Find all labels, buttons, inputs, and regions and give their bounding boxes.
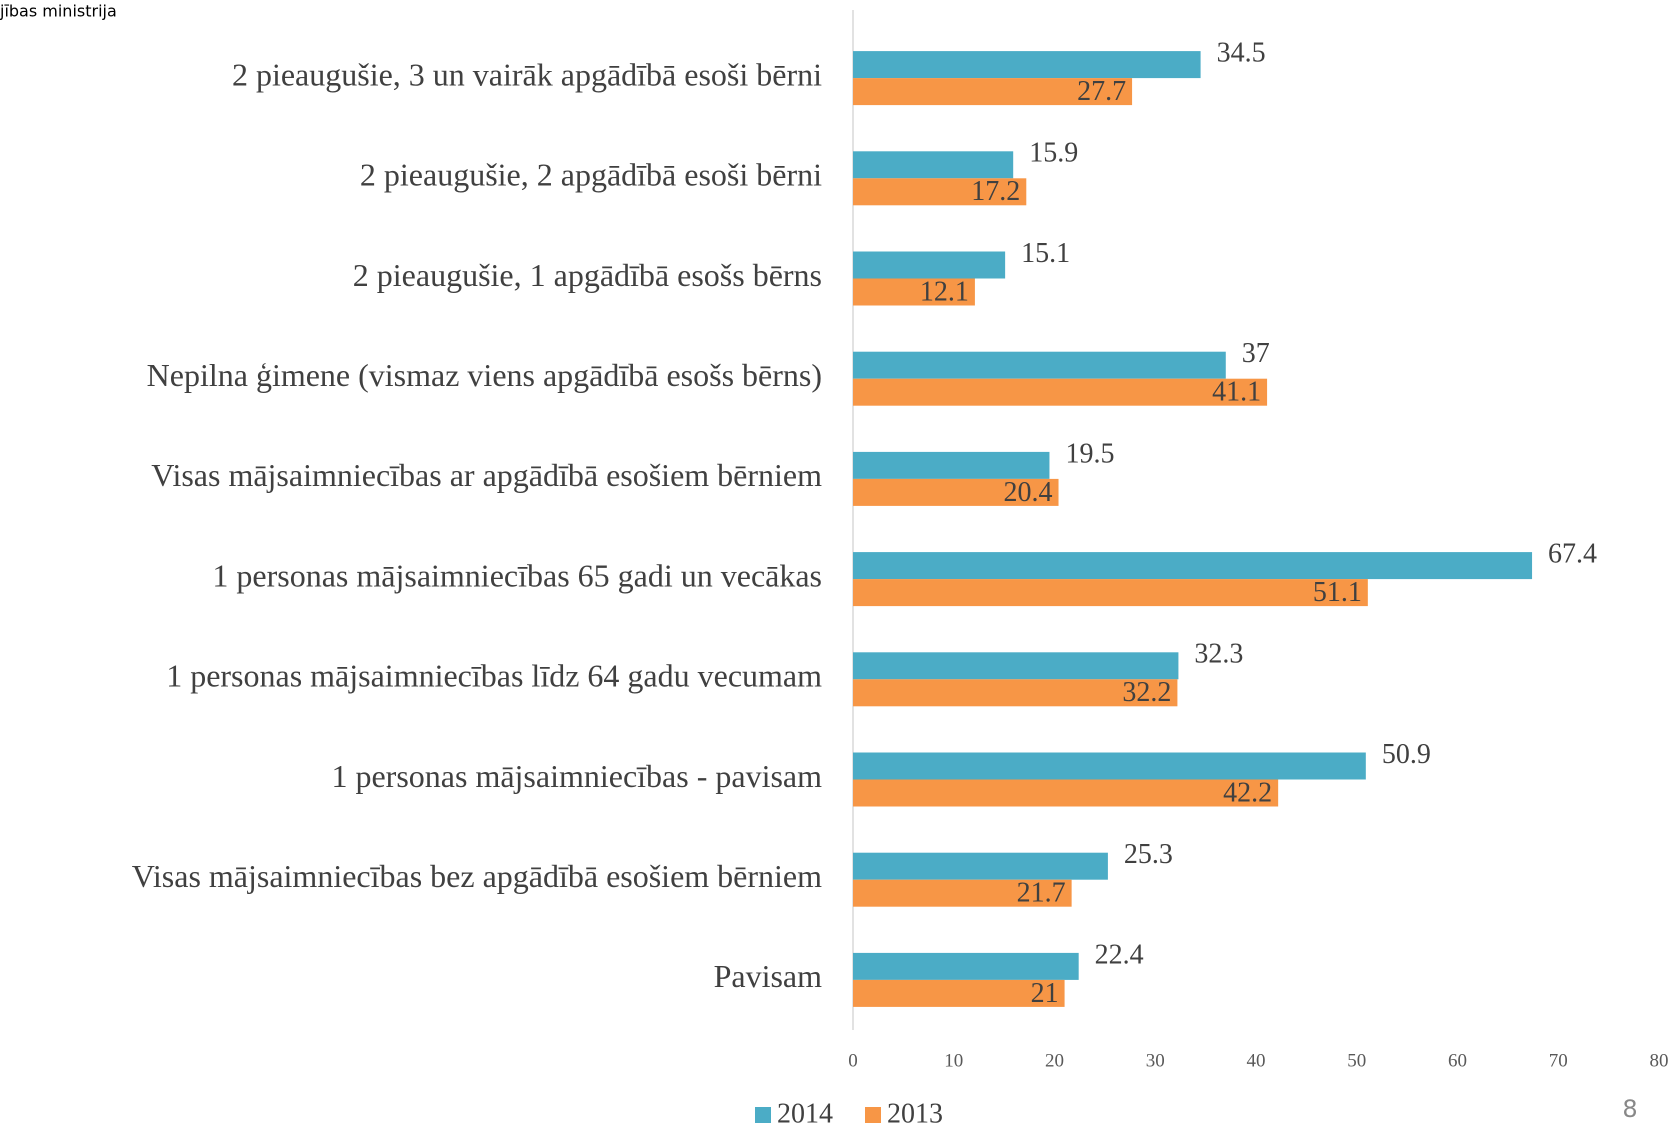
bar [853, 251, 1006, 279]
value-label: 32.3 [1194, 639, 1243, 670]
bar [853, 178, 1027, 206]
bar [853, 779, 1279, 807]
value-label: 15.1 [1021, 238, 1070, 269]
bar [853, 679, 1178, 707]
bar [853, 78, 1133, 106]
category-label: 2 pieaugušie, 3 un vairāk apgādībā esoši… [232, 56, 822, 92]
value-label: 22.4 [1095, 939, 1144, 970]
bar [853, 979, 1065, 1007]
x-tick-label: 60 [1448, 1050, 1467, 1071]
legend-label: 2014 [777, 1098, 833, 1127]
value-label: 21.7 [1017, 878, 1066, 909]
value-label: 34.5 [1217, 38, 1266, 69]
bar [853, 478, 1059, 506]
category-label: Nepilna ģimene (vismaz viens apgādībā es… [147, 357, 822, 393]
value-label: 67.4 [1548, 539, 1597, 570]
value-label: 12.1 [920, 276, 969, 307]
legend-label: 2013 [887, 1098, 943, 1127]
page-number: 8 [1622, 1095, 1637, 1123]
bar [853, 952, 1079, 980]
value-label: 20.4 [1004, 477, 1053, 508]
category-label: Visas mājsaimniecības bez apgādībā esoši… [132, 858, 822, 894]
category-label: 1 personas mājsaimniecības - pavisam [331, 758, 822, 794]
category-label: Visas mājsaimniecības ar apgādībā esošie… [151, 457, 822, 493]
x-tick-label: 80 [1650, 1050, 1669, 1071]
bar [853, 579, 1368, 607]
bar [853, 652, 1179, 680]
legend-swatch [755, 1107, 771, 1123]
value-label: 42.2 [1223, 777, 1272, 808]
value-label: 19.5 [1065, 438, 1114, 469]
value-label: 21 [1031, 978, 1059, 1009]
x-tick-label: 40 [1247, 1050, 1266, 1071]
value-label: 15.9 [1029, 138, 1078, 169]
x-tick-label: 50 [1347, 1050, 1366, 1071]
x-tick-label: 30 [1146, 1050, 1165, 1071]
value-label: 17.2 [971, 176, 1020, 207]
bar [853, 552, 1533, 580]
bar [853, 752, 1366, 780]
bar [853, 852, 1108, 880]
bar [853, 351, 1226, 379]
value-label: 27.7 [1077, 76, 1126, 107]
bar [853, 879, 1072, 907]
value-label: 25.3 [1124, 839, 1173, 870]
bar [853, 151, 1014, 179]
x-tick-label: 70 [1549, 1050, 1568, 1071]
category-label: 1 personas mājsaimniecības līdz 64 gadu … [166, 658, 822, 694]
category-label: 2 pieaugušie, 2 apgādībā esoši bērni [360, 157, 822, 193]
value-label: 32.2 [1122, 677, 1171, 708]
header: jības ministrija [0, 2, 117, 21]
category-label: Pavisam [714, 958, 823, 994]
bar [853, 378, 1268, 406]
legend-swatch [865, 1107, 881, 1123]
bar [853, 51, 1201, 79]
category-label: 2 pieaugušie, 1 apgādībā esošs bērns [353, 257, 822, 293]
value-label: 51.1 [1313, 577, 1362, 608]
value-label: 50.9 [1382, 739, 1431, 770]
value-label: 41.1 [1212, 377, 1261, 408]
bar [853, 451, 1050, 479]
bar [853, 278, 975, 306]
category-label: 1 personas mājsaimniecības 65 gadi un ve… [212, 557, 822, 593]
x-tick-label: 20 [1045, 1050, 1064, 1071]
value-label: 37 [1242, 338, 1270, 369]
x-tick-label: 0 [848, 1050, 858, 1071]
x-tick-label: 10 [944, 1050, 963, 1071]
